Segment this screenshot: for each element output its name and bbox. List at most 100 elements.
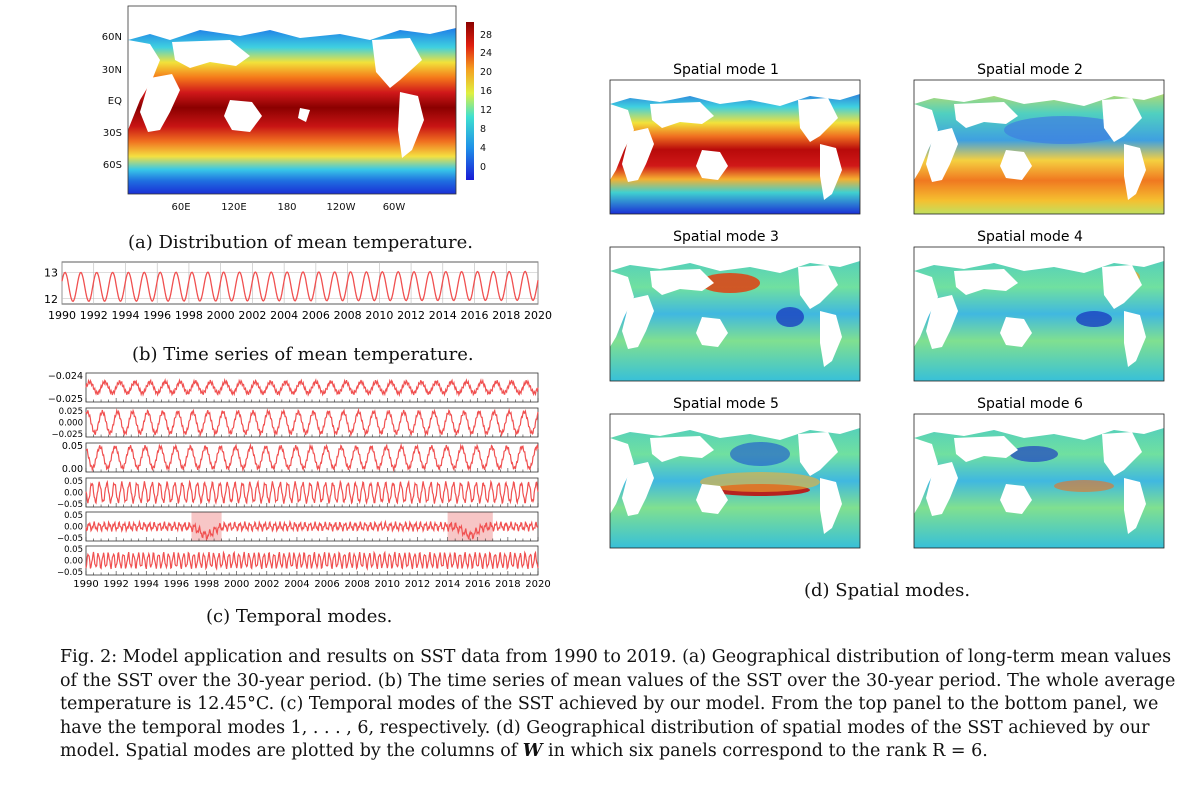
x-tick-label: 2014 <box>435 579 460 590</box>
mode-frame <box>85 545 539 576</box>
lat-label: EQ <box>108 96 122 107</box>
temporal-mode-line <box>85 407 539 438</box>
caption-c: (c) Temporal modes. <box>206 606 393 627</box>
x-tick-label: 1998 <box>194 579 219 590</box>
colorbar-tick: 24 <box>480 48 492 59</box>
spatial-mode-title: Spatial mode 5 <box>673 396 779 412</box>
x-tick-label: 2010 <box>375 579 400 590</box>
x-tick-label: 1990 <box>48 309 76 322</box>
figure-caption-end: in which six panels correspond to the ra… <box>542 741 988 761</box>
x-tick-label: 2000 <box>207 309 235 322</box>
y-tick-label: 0.05 <box>64 477 83 487</box>
figure-caption-text: Fig. 2: Model application and results on… <box>60 647 1176 761</box>
colorbar-tick: 20 <box>480 67 492 78</box>
x-tick-label: 2012 <box>405 579 430 590</box>
colorbar-tick: 0 <box>480 162 486 173</box>
lon-label: 60W <box>383 202 406 213</box>
x-tick-label: 2016 <box>465 579 490 590</box>
x-tick-label: 1994 <box>134 579 159 590</box>
spatial-mode-1-map <box>609 79 861 215</box>
y-tick-label: 13 <box>44 267 58 280</box>
spatial-mode-2-map <box>913 79 1165 215</box>
spatial-mode-title: Spatial mode 6 <box>977 396 1083 412</box>
temporal-mode-line <box>85 550 539 571</box>
caption-b: (b) Time series of mean temperature. <box>132 344 474 365</box>
caption-d: (d) Spatial modes. <box>804 580 971 601</box>
colorbar-tick: 12 <box>480 105 492 116</box>
colorbar <box>466 22 474 180</box>
x-tick-label: 2002 <box>254 579 279 590</box>
spatial-mode-title: Spatial mode 2 <box>977 62 1083 78</box>
spatial-mode-4-map <box>913 246 1165 382</box>
x-tick-label: 2004 <box>284 579 309 590</box>
y-tick-label: 12 <box>44 293 58 306</box>
lat-label: 30N <box>102 65 122 76</box>
x-tick-label: 2014 <box>429 309 457 322</box>
y-tick-label: 0.05 <box>64 511 83 521</box>
x-tick-label: 1996 <box>143 309 171 322</box>
y-tick-label: −0.05 <box>57 500 83 510</box>
y-tick-label: −0.025 <box>52 430 83 440</box>
matrix-symbol: W <box>522 741 543 761</box>
x-tick-label: 2010 <box>365 309 393 322</box>
y-tick-label: 0.00 <box>64 489 83 499</box>
y-tick-label: 0.05 <box>62 441 83 452</box>
panel-d: Spatial mode 1 Spatial mode 2 Spatial mo… <box>600 56 1190 616</box>
spatial-mode-3-map <box>609 246 861 382</box>
temporal-mode-line <box>85 442 539 473</box>
x-tick-label: 2004 <box>270 309 298 322</box>
caption-a: (a) Distribution of mean temperature. <box>128 232 474 253</box>
x-tick-label: 2008 <box>334 309 362 322</box>
x-tick-label: 2008 <box>344 579 369 590</box>
y-tick-label: −0.025 <box>48 394 83 405</box>
spatial-mode-title: Spatial mode 3 <box>673 229 779 245</box>
spatial-modes-grid: Spatial mode 1 Spatial mode 2 Spatial mo… <box>609 62 1165 549</box>
y-tick-label: 0.00 <box>62 464 83 475</box>
y-tick-label: −0.05 <box>57 534 83 544</box>
chart-c-area: −0.024−0.0250.0250.000−0.0250.050.000.05… <box>48 371 551 590</box>
panel-a: 60N 30N EQ 30S 60S 60E 120E 180 120W 60W… <box>0 0 560 260</box>
temporal-modes-chart: −0.024−0.0250.0250.000−0.0250.050.000.05… <box>48 371 551 590</box>
y-tick-label: 0.00 <box>64 523 83 533</box>
spatial-mode-title: Spatial mode 1 <box>673 62 779 78</box>
x-tick-label: 1994 <box>111 309 139 322</box>
x-tick-label: 2020 <box>524 309 552 322</box>
temporal-mode-line <box>85 519 539 541</box>
x-tick-label: 2016 <box>461 309 489 322</box>
y-tick-label: −0.05 <box>57 568 83 578</box>
colorbar-tick: 4 <box>480 143 486 154</box>
x-tick-label: 2000 <box>224 579 249 590</box>
spatial-mode-5-map <box>609 413 861 549</box>
y-tick-label: 0.05 <box>64 545 83 555</box>
spatial-mode-6-map <box>913 413 1165 549</box>
continents <box>128 6 456 158</box>
x-tick-label: 2018 <box>492 309 520 322</box>
lon-label: 180 <box>277 202 296 213</box>
colorbar-tick: 16 <box>480 86 492 97</box>
y-tick-label: −0.024 <box>48 371 83 382</box>
x-tick-label: 2018 <box>495 579 520 590</box>
x-tick-label: 1992 <box>80 309 108 322</box>
x-tick-label: 1990 <box>73 579 98 590</box>
y-tick-label: 0.025 <box>59 407 83 417</box>
y-tick-label: 0.000 <box>59 419 83 429</box>
x-tick-label: 2006 <box>314 579 339 590</box>
y-tick-label: 0.00 <box>64 557 83 567</box>
colorbar-tick: 8 <box>480 124 486 135</box>
lon-label: 60E <box>171 202 190 213</box>
temporal-mode-line <box>85 377 539 398</box>
figure-caption: Fig. 2: Model application and results on… <box>60 646 1180 764</box>
lon-label: 120W <box>327 202 356 213</box>
temporal-mode-line <box>85 479 539 505</box>
lat-label: 60N <box>102 32 122 43</box>
spatial-mode-title: Spatial mode 4 <box>977 229 1083 245</box>
x-tick-label: 1992 <box>103 579 128 590</box>
x-tick-label: 2006 <box>302 309 330 322</box>
mean-temperature-map: 60N 30N EQ 30S 60S 60E 120E 180 120W 60W… <box>102 5 492 213</box>
colorbar-tick: 28 <box>480 30 492 41</box>
x-tick-label: 2020 <box>525 579 550 590</box>
x-tick-label: 1996 <box>164 579 189 590</box>
lat-label: 60S <box>103 160 122 171</box>
